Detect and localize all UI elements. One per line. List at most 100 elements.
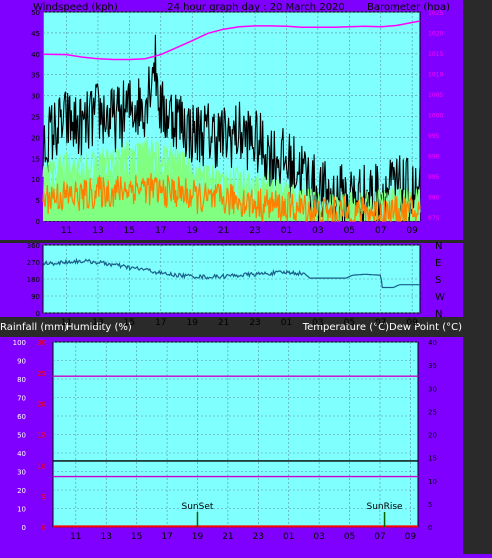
panel1-right-label: Barometer (hpa) [367, 2, 450, 13]
p2-ytick-270: 270 [27, 259, 40, 267]
p2-xtick-19: 19 [187, 318, 199, 328]
p2-xtick-11: 11 [61, 318, 72, 328]
p3-ytick-temp-15: 15 [428, 455, 437, 463]
p1-pressure-line [42, 20, 421, 61]
wind-direction-panel: 0 N 90 W 180 S 270 E 360 N 11 13 15 17 19 21 23 01 03 05 07 0… [27, 241, 445, 328]
p2-xtick-13: 13 [92, 318, 103, 328]
p1-ytick-right-1005: 1005 [428, 92, 443, 99]
p3-ytick-humidity-10: 10 [17, 506, 26, 514]
p3-ytick-humidity-100: 100 [13, 339, 26, 347]
p1-ytick-right-995: 995 [428, 133, 440, 140]
p3-ytick-rain-10: 10 [37, 462, 46, 470]
p3-ytick-rain-20: 20 [37, 401, 46, 409]
p1-wind-low-line [42, 173, 421, 223]
p3-ytick-humidity-20: 20 [17, 487, 26, 495]
p3-ytick-humidity-60: 60 [17, 413, 26, 421]
p3-ytick-temp-10: 10 [428, 478, 437, 486]
p1-ytick-left-0: 0 [36, 218, 40, 226]
rain-humidity-temp-panel: 0102030405060708090100051015202530051015… [13, 339, 437, 542]
p3-ytick-temp-0: 0 [428, 524, 432, 532]
p1-xtick-21: 21 [218, 226, 229, 236]
separator-1 [0, 240, 492, 243]
p3-ytick-humidity-50: 50 [17, 432, 26, 440]
p1-ytick-right-980: 980 [428, 194, 440, 201]
p1-xtick-23: 23 [249, 226, 260, 236]
p2-compass-4: N [435, 241, 442, 252]
panel3-temp-label: Temperature (°C)Dew Point (°C) [302, 322, 462, 333]
p2-xtick-03: 03 [312, 318, 323, 328]
panel3-humidity-label: Humidity (%) [66, 322, 132, 333]
p1-xtick-17: 17 [155, 226, 166, 236]
panel3-rain-label: Rainfall (mm) [0, 322, 68, 333]
p1-left-axis-strip [30, 12, 43, 221]
p1-ytick-right-985: 985 [428, 174, 440, 181]
p2-compass-2: S [435, 275, 441, 286]
p3-ytick-humidity-90: 90 [17, 358, 26, 366]
p3-annotation-label-1: SunRise [366, 502, 403, 512]
p3-xtick-13: 13 [101, 532, 112, 542]
p3-plot-area [52, 341, 419, 528]
p1-xtick-15: 15 [124, 226, 135, 236]
p1-ytick-right-990: 990 [428, 153, 440, 160]
p3-ytick-humidity-80: 80 [17, 376, 26, 384]
p1-ytick-right-1015: 1015 [428, 51, 443, 58]
p2-ytick-0: 0 [36, 310, 40, 318]
p1-xtick-03: 03 [312, 226, 323, 236]
p3-xtick-05: 05 [344, 532, 355, 542]
p1-ytick-left-20: 20 [31, 134, 40, 142]
p1-xtick-13: 13 [92, 226, 103, 236]
p2-xtick-07: 07 [375, 318, 386, 328]
p1-xtick-19: 19 [187, 226, 199, 236]
right-edge-strip [463, 0, 492, 554]
p2-xtick-15: 15 [124, 318, 135, 328]
p2-ytick-90: 90 [31, 293, 40, 301]
p1-xtick-09: 09 [406, 226, 418, 236]
p1-ytick-left-30: 30 [31, 93, 40, 101]
p3-ytick-temp-35: 35 [428, 362, 437, 370]
p1-ytick-left-45: 45 [31, 30, 40, 38]
p1-ytick-left-25: 25 [31, 114, 40, 122]
p2-xtick-05: 05 [344, 318, 355, 328]
p1-xtick-07: 07 [375, 226, 386, 236]
p3-xtick-19: 19 [192, 532, 204, 542]
p3-ytick-rain-15: 15 [37, 432, 46, 440]
p1-ytick-left-35: 35 [31, 72, 40, 80]
p3-ytick-rain-5: 5 [42, 493, 46, 501]
wind-baro-panel: 0510152025303540455097598098599099510001… [30, 9, 443, 236]
panel1-title: 24 hour graph day : 20 March 2020 [167, 2, 345, 13]
p2-xtick-21: 21 [218, 318, 229, 328]
p2-xtick-01: 01 [281, 318, 292, 328]
p1-ytick-right-1020: 1020 [428, 30, 443, 37]
p1-ytick-left-50: 50 [31, 9, 40, 17]
p3-ytick-temp-20: 20 [428, 432, 437, 440]
p1-ytick-left-40: 40 [31, 51, 40, 59]
p3-ytick-rain-25: 25 [37, 370, 46, 378]
p1-ytick-right-1010: 1010 [428, 71, 443, 78]
p3-ytick-humidity-30: 30 [17, 469, 26, 477]
p3-xtick-15: 15 [131, 532, 142, 542]
p3-ytick-humidity-0: 0 [22, 524, 26, 532]
panel1-left-label: Windspeed (kph) [33, 2, 118, 13]
p3-ytick-humidity-40: 40 [17, 450, 26, 458]
p1-xtick-05: 05 [344, 226, 355, 236]
p3-annotation-label-0: SunSet [182, 502, 214, 512]
p3-ytick-temp-30: 30 [428, 385, 437, 393]
p3-ytick-rain-0: 0 [42, 524, 46, 532]
p1-ytick-left-15: 15 [31, 155, 40, 163]
p1-ytick-left-5: 5 [36, 197, 40, 205]
p2-compass-1: W [435, 292, 445, 303]
p3-xtick-11: 11 [70, 532, 81, 542]
p2-direction-line [42, 257, 420, 289]
p1-wind-area [43, 136, 420, 221]
p3-ytick-temp-25: 25 [428, 408, 437, 416]
p3-xtick-17: 17 [161, 532, 172, 542]
p1-ytick-right-975: 975 [428, 215, 440, 222]
p1-xtick-01: 01 [281, 226, 292, 236]
p3-ytick-temp-40: 40 [428, 339, 437, 347]
p3-xtick-21: 21 [222, 532, 233, 542]
p2-xtick-23: 23 [249, 318, 260, 328]
p2-ytick-180: 180 [27, 276, 40, 284]
p2-xtick-17: 17 [155, 318, 166, 328]
p3-xtick-03: 03 [313, 532, 324, 542]
